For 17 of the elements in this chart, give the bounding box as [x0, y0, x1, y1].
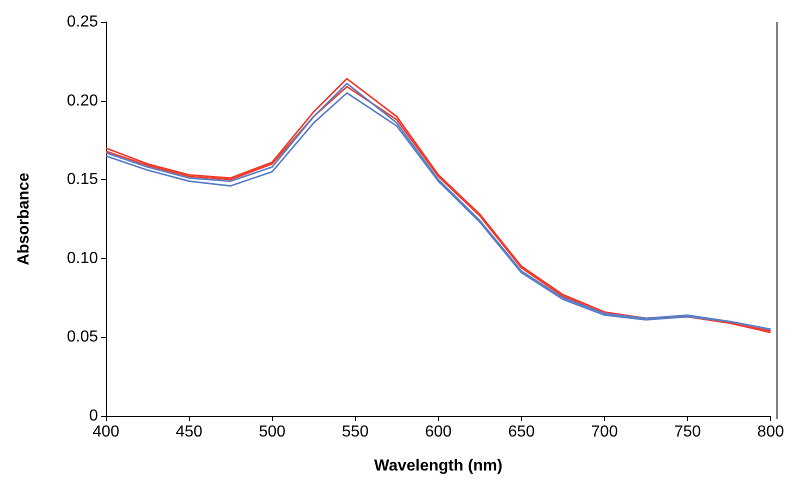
y-tick-label: 0.05: [66, 328, 98, 346]
x-tick-label: 600: [424, 424, 452, 440]
x-tick-label: 550: [342, 424, 369, 440]
y-axis-title: Absorbance: [16, 172, 32, 266]
x-tick-label: 400: [92, 424, 120, 440]
y-tick-label: 0.10: [66, 250, 98, 267]
x-tick-label: 750: [674, 424, 702, 440]
y-tick-label: 0.15: [66, 171, 98, 188]
y-tick-label: 0.20: [66, 92, 98, 110]
x-tick-label: 450: [176, 424, 203, 440]
y-tick-label: 0.25: [66, 14, 98, 30]
x-tick-label: 650: [508, 424, 535, 440]
x-tick-label: 500: [258, 424, 286, 440]
y-tick-label: 0: [89, 408, 98, 424]
x-tick-label: 700: [591, 424, 618, 440]
x-tick-label: 800: [757, 424, 784, 440]
x-axis-title: Wavelength (nm): [374, 458, 502, 474]
